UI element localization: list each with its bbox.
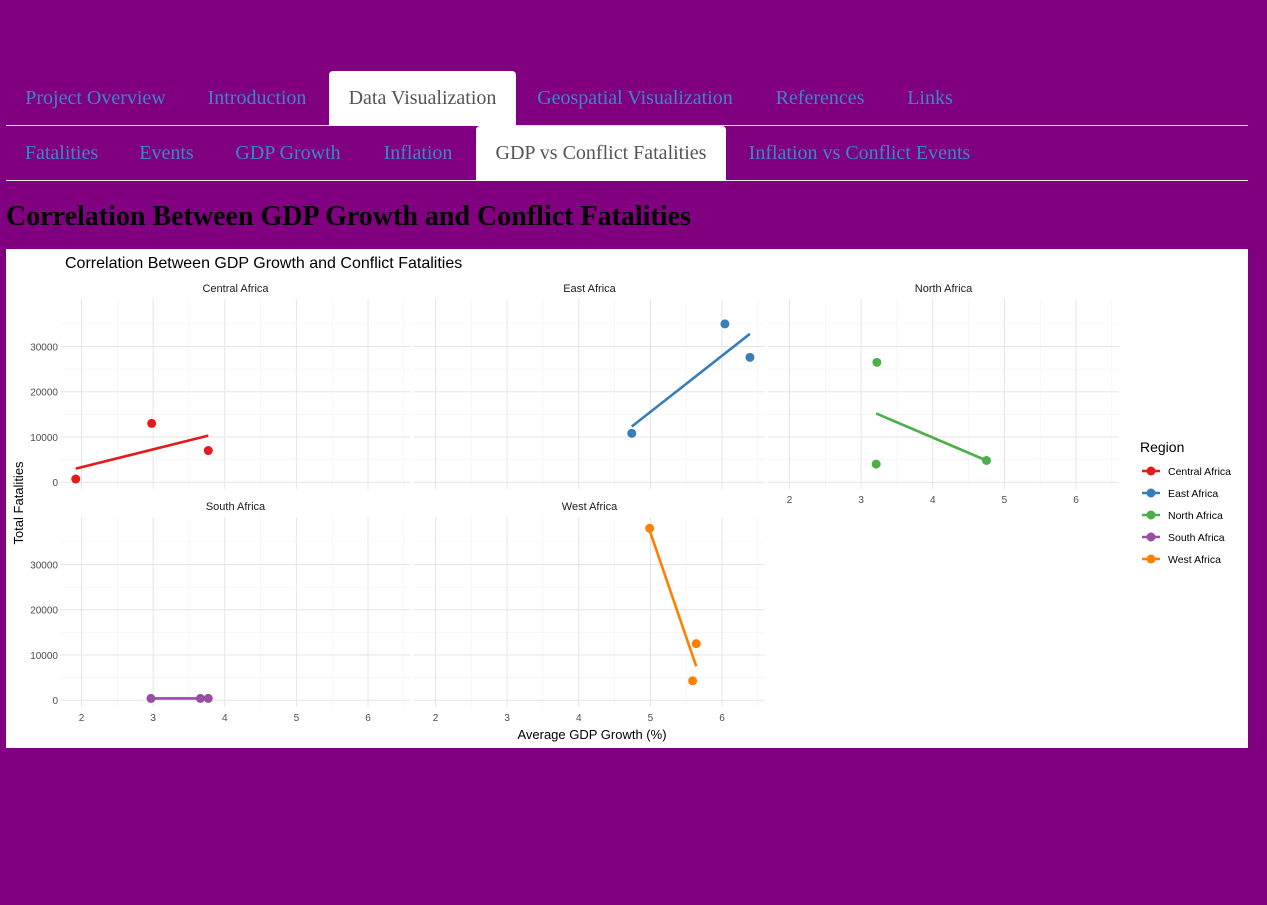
subtab-gdp-vs-conflict-fatalities[interactable]: GDP vs Conflict Fatalities <box>476 126 726 181</box>
facet-south-africa-x-tick-label: 6 <box>365 713 371 724</box>
tab-geospatial-visualization[interactable]: Geospatial Visualization <box>537 87 733 109</box>
legend-west-africa-point <box>1146 554 1156 564</box>
subtab-fatalities[interactable]: Fatalities <box>24 142 99 164</box>
facet-central-africa-y-tick-label: 20000 <box>30 388 58 399</box>
facet-east-africa-fit-line <box>630 332 751 428</box>
facet-west-africa-fit-line <box>648 530 698 667</box>
facet-north-africa-x-tick-label: 6 <box>1073 495 1079 506</box>
subtab-events[interactable]: Events <box>139 142 194 164</box>
legend-north-africa-label: North Africa <box>1168 510 1223 522</box>
facet-west-africa-point <box>645 523 655 533</box>
legend-central-africa-label: Central Africa <box>1168 466 1231 478</box>
facet-south-africa-x-tick-label: 5 <box>294 713 300 724</box>
sub-tabs: Fatalities Events GDP Growth Inflation GDP v… <box>6 126 1248 181</box>
facet-central-africa-fit-line <box>75 434 209 470</box>
facet-south-africa-point <box>203 693 213 703</box>
facet-north-africa-x-tick-label: 4 <box>930 495 936 506</box>
facet-central-africa-strip-label: Central Africa <box>202 283 269 295</box>
facet-south-africa-strip-label: South Africa <box>206 501 266 513</box>
x-axis-label: Average GDP Growth (%) <box>517 727 666 742</box>
facet-west-africa-strip-label: West Africa <box>562 501 618 513</box>
tab-data-visualization[interactable]: Data Visualization <box>329 71 516 126</box>
facet-north-africa-x-tick-label: 2 <box>787 495 793 506</box>
facet-west-africa-x-tick-label: 6 <box>719 713 725 724</box>
facet-west-africa-x-tick-label: 3 <box>504 713 510 724</box>
facet-south-africa-y-tick-label: 0 <box>52 696 58 707</box>
facet-central-africa-y-tick-label: 30000 <box>30 343 58 354</box>
main-tabs: Project Overview Introduction Data Visuali… <box>6 71 1248 126</box>
facet-central-africa-y-tick-label: 10000 <box>30 433 58 444</box>
facet-central-africa-y-tick-label: 0 <box>52 478 58 489</box>
facet-north-africa-x-tick-label: 5 <box>1002 495 1008 506</box>
facet-south-africa-x-tick-label: 4 <box>222 713 228 724</box>
facet-south-africa-y-tick-label: 20000 <box>30 606 58 617</box>
subtab-gdp-growth[interactable]: GDP Growth <box>235 142 341 164</box>
facet-west-africa-point <box>688 676 698 686</box>
legend-south-africa-point <box>1146 532 1156 542</box>
facet-south-africa-point <box>195 693 205 703</box>
facet-central-africa-point <box>71 474 81 484</box>
facet-north-africa-x-tick-label: 3 <box>858 495 864 506</box>
facet-central-africa-point <box>203 446 213 456</box>
facet-west-africa-x-tick-label: 2 <box>433 713 439 724</box>
subtab-inflation[interactable]: Inflation <box>383 142 453 164</box>
facet-west-africa-x-tick-label: 5 <box>648 713 654 724</box>
legend-title: Region <box>1140 439 1184 455</box>
plot-container: Correlation Between GDP Growth and Confl… <box>6 249 1248 748</box>
facet-east-africa-point <box>745 352 755 362</box>
facet-south-africa-y-tick-label: 30000 <box>30 561 58 572</box>
y-axis-label: Total Fatalities <box>11 461 26 545</box>
chart-title: Correlation Between GDP Growth and Confl… <box>65 255 462 272</box>
tab-links[interactable]: Links <box>907 87 953 109</box>
facet-east-africa-strip-label: East Africa <box>563 283 616 295</box>
facet-central-africa-point <box>147 418 157 428</box>
legend-central-africa-point <box>1146 466 1156 476</box>
facet-east-africa-point <box>627 428 637 438</box>
tab-project-overview[interactable]: Project Overview <box>25 87 166 109</box>
facet-north-africa-point <box>981 456 991 465</box>
facet-south-africa-x-tick-label: 2 <box>79 713 85 724</box>
legend-east-africa-point <box>1146 488 1156 498</box>
legend-east-africa-label: East Africa <box>1168 488 1218 500</box>
faceted-scatter-chart: Correlation Between GDP Growth and Confl… <box>11 255 1231 742</box>
facet-east-africa-point <box>720 319 730 329</box>
facet-south-africa-y-tick-label: 10000 <box>30 651 58 662</box>
tab-introduction[interactable]: Introduction <box>207 87 307 109</box>
legend-north-africa-point <box>1146 510 1156 520</box>
subtab-inflation-vs-conflict-events[interactable]: Inflation vs Conflict Events <box>748 142 971 164</box>
facet-north-africa-strip-label: North Africa <box>915 283 973 295</box>
facet-south-africa-x-tick-label: 3 <box>150 713 156 724</box>
tab-references[interactable]: References <box>775 87 865 109</box>
facet-south-africa-point <box>146 693 156 703</box>
facet-west-africa-x-tick-label: 4 <box>576 713 582 724</box>
legend-west-africa-label: West Africa <box>1168 554 1221 566</box>
page-heading: Correlation Between GDP Growth and Confl… <box>6 201 691 232</box>
facet-west-africa-point <box>691 639 701 649</box>
facet-north-africa-fit-line <box>875 412 987 462</box>
legend-south-africa-label: South Africa <box>1168 532 1225 544</box>
facet-north-africa-point <box>872 357 882 367</box>
facet-north-africa-point <box>871 459 881 469</box>
